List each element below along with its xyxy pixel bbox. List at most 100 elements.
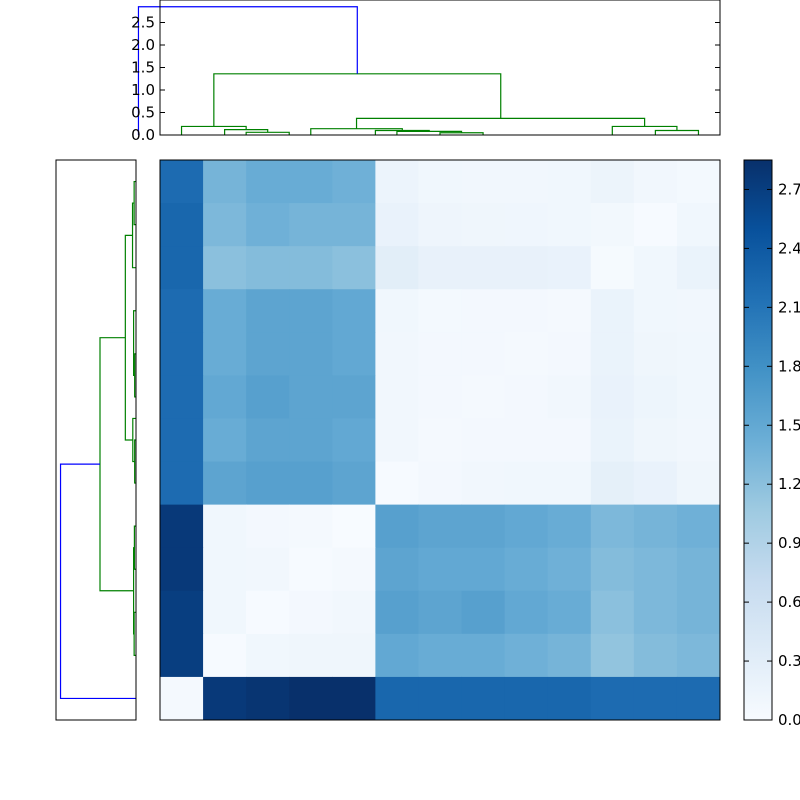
heatmap-cell <box>676 633 721 678</box>
heatmap-cell <box>676 375 721 419</box>
colorbar-gradient <box>744 160 772 720</box>
heatmap-cell <box>332 160 376 204</box>
heatmap-cell <box>676 547 721 592</box>
heatmap-cell <box>461 160 506 204</box>
left-dendrogram-frame <box>55 159 137 721</box>
heatmap-cell <box>547 461 592 506</box>
left-dendrogram-link <box>59 463 136 700</box>
heatmap-cell <box>590 332 635 376</box>
heatmap-cell <box>160 418 204 463</box>
heatmap-cell <box>246 160 290 204</box>
heatmap-cell <box>590 246 635 290</box>
heatmap-cell <box>160 246 204 290</box>
heatmap-cell <box>332 633 376 678</box>
colorbar-tick-label: 0.0 <box>778 711 800 729</box>
heatmap-cell <box>504 461 549 506</box>
heatmap-cell <box>160 547 204 592</box>
heatmap-cell <box>504 375 549 419</box>
top-dendrogram-link <box>137 6 358 135</box>
heatmap-cell <box>590 160 635 204</box>
colorbar-tick-label: 2.7 <box>778 180 800 198</box>
heatmap-cell <box>461 590 506 635</box>
heatmap-frame <box>159 159 721 721</box>
heatmap-cell <box>375 461 419 506</box>
heatmap-cell <box>375 289 419 333</box>
top-dendrogram-link <box>654 129 700 135</box>
heatmap-cell <box>203 246 247 290</box>
colorbar-tick-label: 0.9 <box>778 534 800 552</box>
top-dendrogram: 0.0 0.5 1.0 1.5 2.0 2.5 <box>131 0 721 144</box>
heatmap-cell <box>289 246 333 290</box>
heatmap-cell <box>203 547 247 592</box>
heatmap-cell <box>418 289 463 333</box>
left-dendrogram <box>55 159 137 721</box>
heatmap-cell <box>246 547 290 592</box>
heatmap-cell <box>547 332 592 376</box>
heatmap-cell <box>461 289 506 333</box>
heatmap-cell <box>547 504 592 549</box>
heatmap-cell <box>504 203 549 247</box>
heatmap-cell <box>203 332 247 376</box>
heatmap-cell <box>160 676 204 721</box>
heatmap-cell <box>547 418 592 463</box>
heatmap-cell <box>160 633 204 678</box>
heatmap-cell <box>203 418 247 463</box>
heatmap-cell <box>590 504 635 549</box>
heatmap-cell <box>332 676 376 721</box>
heatmap-cell <box>633 375 678 419</box>
heatmap-cell <box>676 590 721 635</box>
heatmap-cell <box>246 461 290 506</box>
heatmap-cell <box>203 633 247 678</box>
heatmap-cell <box>289 160 333 204</box>
heatmap-cell <box>289 633 333 678</box>
heatmap-cell <box>633 590 678 635</box>
heatmap-cell <box>633 418 678 463</box>
heatmap-cell <box>332 418 376 463</box>
heatmap-cell <box>160 332 204 376</box>
heatmap-cell <box>203 375 247 419</box>
heatmap-cell <box>246 289 290 333</box>
heatmap-cell <box>332 590 376 635</box>
heatmap-cell <box>504 332 549 376</box>
colorbar-tick-label: 1.5 <box>778 416 800 434</box>
heatmap-cell <box>332 203 376 247</box>
heatmap-cell <box>289 504 333 549</box>
heatmap-cell <box>590 203 635 247</box>
top-dendrogram-tick-label: 0.0 <box>131 126 155 144</box>
heatmap-cell <box>461 461 506 506</box>
heatmap-cell <box>418 160 463 204</box>
heatmap-cell <box>375 375 419 419</box>
heatmap-cell <box>375 590 419 635</box>
heatmap-cell <box>461 203 506 247</box>
top-dendrogram-tick-label: 0.5 <box>131 104 155 122</box>
heatmap-cell <box>504 633 549 678</box>
heatmap-cell <box>289 332 333 376</box>
left-dendrogram-link <box>133 310 136 376</box>
heatmap-cell <box>547 633 592 678</box>
heatmap-cell <box>418 547 463 592</box>
heatmap-cell <box>590 547 635 592</box>
heatmap-cell <box>504 418 549 463</box>
heatmap-cell <box>547 160 592 204</box>
heatmap-cell <box>375 504 419 549</box>
left-dendrogram-link <box>134 439 136 484</box>
heatmap-cell <box>246 633 290 678</box>
heatmap-cell <box>375 332 419 376</box>
heatmap-cell <box>590 590 635 635</box>
heatmap-cell <box>375 203 419 247</box>
colorbar-tick-label: 2.1 <box>778 298 800 316</box>
heatmap-cell <box>633 332 678 376</box>
heatmap-cell <box>547 547 592 592</box>
heatmap-cell <box>461 375 506 419</box>
heatmap-cell <box>461 418 506 463</box>
heatmap <box>159 159 721 721</box>
heatmap-cell <box>676 461 721 506</box>
heatmap-cell <box>676 332 721 376</box>
heatmap-cell <box>203 676 247 721</box>
left-dendrogram-link <box>124 234 133 441</box>
heatmap-cell <box>203 203 247 247</box>
heatmap-cell <box>418 504 463 549</box>
heatmap-cell <box>633 160 678 204</box>
heatmap-cell <box>633 547 678 592</box>
colorbar-tick-label: 0.6 <box>778 593 800 611</box>
